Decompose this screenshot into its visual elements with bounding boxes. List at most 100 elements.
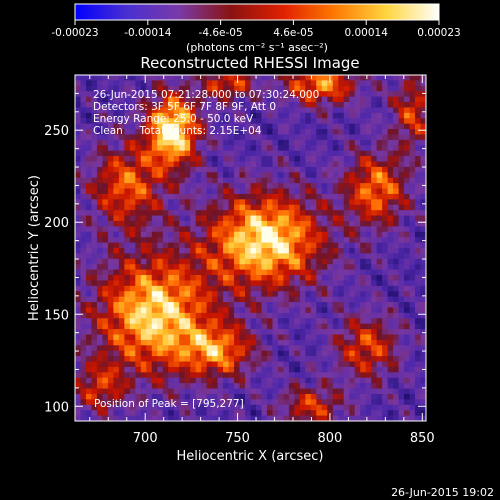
heatmap-cell [162,145,169,152]
heatmap-cell [261,383,268,390]
heatmap-cell [190,80,197,87]
heatmap-cell [190,96,197,103]
heatmap-cell [277,345,284,352]
heatmap-cell [261,220,268,227]
heatmap-cell [365,366,372,373]
heatmap-cell [239,172,246,179]
heatmap-cell [250,312,257,319]
heatmap-cell [212,275,219,282]
heatmap-cell [310,107,317,114]
heatmap-cell [80,145,87,152]
heatmap-cell [266,188,274,195]
heatmap-cell [75,75,82,82]
heatmap-cell [382,334,389,341]
heatmap-cell [343,410,350,417]
heatmap-cell [113,161,120,168]
heatmap-cell [135,118,142,125]
heatmap-cell [223,318,230,325]
heatmap-cell [332,356,339,363]
heatmap-cell [107,345,114,352]
heatmap-cell [327,361,334,368]
heatmap-cell [277,410,284,417]
heatmap-cell [343,291,350,298]
heatmap-cell [206,204,213,211]
heatmap-cell [113,85,120,92]
heatmap-cell [162,199,169,206]
heatmap-cell [360,269,367,276]
heatmap-cell [277,161,284,168]
heatmap-cell [245,356,252,363]
heatmap-cell [140,339,147,346]
heatmap-cell [365,231,372,238]
heatmap-cell [255,215,263,222]
heatmap-cell [75,96,82,103]
heatmap-cell [343,204,350,211]
heatmap-cell [85,258,93,265]
heatmap-cell [107,291,114,298]
heatmap-cell [168,383,175,390]
heatmap-cell [393,215,400,222]
heatmap-cell [332,339,339,346]
heatmap-cell [288,199,295,206]
heatmap-cell [157,393,164,400]
heatmap-cell [151,264,158,271]
heatmap-cell [223,248,230,255]
heatmap-cell [299,102,306,109]
heatmap-cell [398,91,405,98]
heatmap-cell [261,166,268,173]
heatmap-cell [283,248,290,255]
heatmap-cell [168,291,175,298]
heatmap-cell [316,145,323,152]
heatmap-cell [113,388,120,395]
heatmap-cell [310,193,317,200]
heatmap-cell [75,161,82,168]
heatmap-cell [195,204,202,211]
heatmap-cell [129,237,136,244]
heatmap-cell [382,377,389,384]
heatmap-cell [420,134,426,141]
heatmap-cell [107,404,114,411]
heatmap-cell [217,334,224,341]
heatmap-cell [371,215,378,222]
heatmap-cell [135,356,142,363]
heatmap-cell [299,139,306,146]
heatmap-cell [212,264,219,271]
heatmap-cell [404,372,411,379]
heatmap-cell [266,199,274,206]
heatmap-cell [316,356,323,363]
heatmap-cell [387,323,394,330]
heatmap-cell [376,280,383,287]
heatmap-cell [206,210,213,217]
heatmap-cell [195,145,202,152]
heatmap-cell [113,291,120,298]
heatmap-cell [343,312,350,319]
heatmap-cell [332,345,339,352]
heatmap-cell [288,242,295,249]
heatmap-cell [102,226,109,233]
heatmap-cell [168,318,175,325]
heatmap-cell [321,177,328,184]
heatmap-cell [404,118,411,125]
heatmap-cell [96,134,104,141]
heatmap-cell [294,307,301,314]
heatmap-cell [365,285,372,292]
heatmap [75,75,426,421]
heatmap-cell [234,404,241,411]
heatmap-cell [124,329,131,336]
heatmap-cell [245,150,252,157]
heatmap-cell [217,118,224,125]
heatmap-cell [354,345,361,352]
heatmap-cell [376,383,383,390]
heatmap-cell [349,145,356,152]
heatmap-cell [190,280,197,287]
heatmap-cell [327,107,334,114]
heatmap-cell [338,291,345,298]
heatmap-cell [223,280,230,287]
heatmap-cell [338,329,345,336]
heatmap-cell [371,404,378,411]
heatmap-cell [195,285,202,292]
heatmap-cell [91,231,98,238]
heatmap-cell [118,85,125,92]
heatmap-cell [365,96,372,103]
heatmap-cell [195,139,202,146]
